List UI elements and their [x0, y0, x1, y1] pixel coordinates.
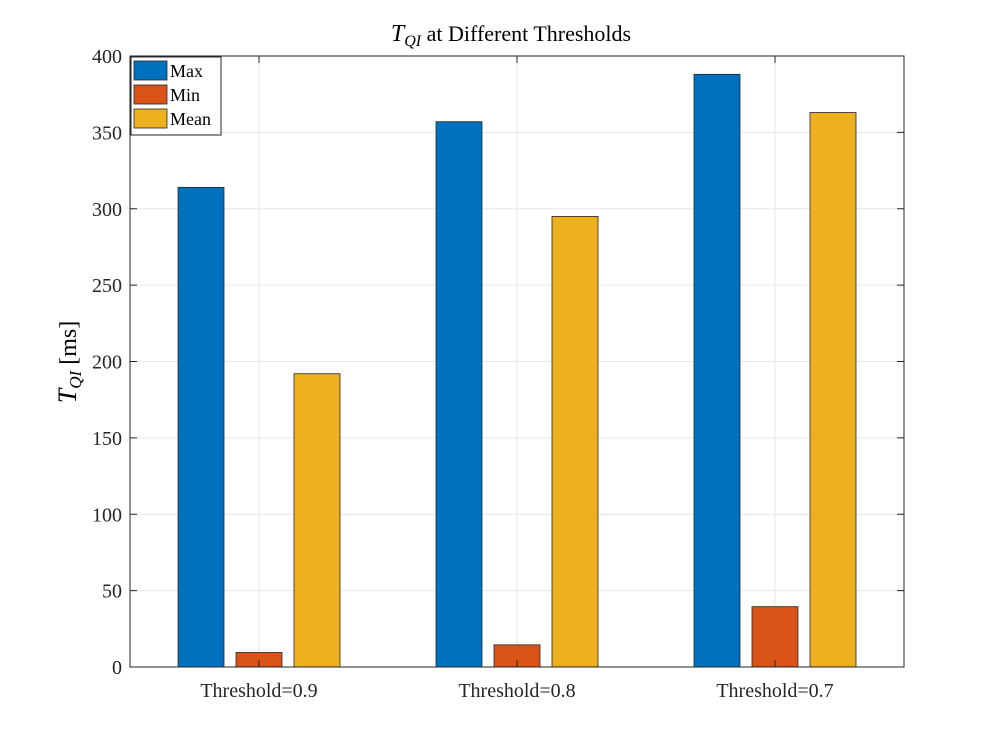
legend-swatch-mean	[133, 108, 168, 129]
x-axis-ticks: Threshold=0.9 Threshold=0.8 Threshold=0.7	[200, 56, 834, 702]
x-tick-label: Threshold=0.9	[200, 680, 317, 702]
bar-max-2	[693, 73, 741, 668]
x-tick-label: Threshold=0.7	[716, 680, 833, 702]
bar-mean-0	[293, 373, 341, 668]
legend-swatch-max	[133, 60, 168, 81]
x-tick-label: Threshold=0.8	[458, 680, 575, 702]
bar-max-0	[177, 186, 225, 668]
y-tick-label: 0	[112, 657, 122, 679]
ylabel-rest: [ms]	[56, 321, 82, 371]
y-tick-label: 100	[92, 504, 122, 526]
title-symbol: T	[391, 21, 406, 47]
y-axis-label: TQI [ms]	[53, 321, 85, 403]
y-tick-label: 300	[92, 199, 122, 221]
y-tick-label: 150	[92, 428, 122, 450]
legend: Max Min Mean	[130, 56, 222, 136]
bar-mean-2	[809, 112, 857, 668]
bar-min-2	[751, 606, 799, 668]
chart-title: TQI at Different Thresholds	[391, 21, 631, 50]
ylabel-symbol: T	[53, 387, 82, 403]
legend-swatch-min	[133, 84, 168, 105]
legend-label-mean: Mean	[170, 109, 211, 129]
y-tick-label: 350	[92, 122, 122, 144]
ylabel-subscript: QI	[66, 369, 85, 388]
legend-label-max: Max	[170, 61, 203, 81]
legend-label-min: Min	[170, 85, 200, 105]
bar-mean-1	[551, 215, 599, 668]
grid-lines	[130, 56, 904, 667]
title-rest: at Different Thresholds	[421, 21, 631, 46]
bar-max-1	[435, 121, 483, 668]
y-tick-label: 400	[92, 46, 122, 68]
y-tick-label: 200	[92, 352, 122, 374]
y-tick-label: 250	[92, 275, 122, 297]
title-subscript: QI	[404, 33, 422, 50]
y-tick-label: 50	[102, 581, 122, 603]
y-axis-ticks: 0 50 100 150 200 250 300 350 400	[92, 46, 904, 679]
